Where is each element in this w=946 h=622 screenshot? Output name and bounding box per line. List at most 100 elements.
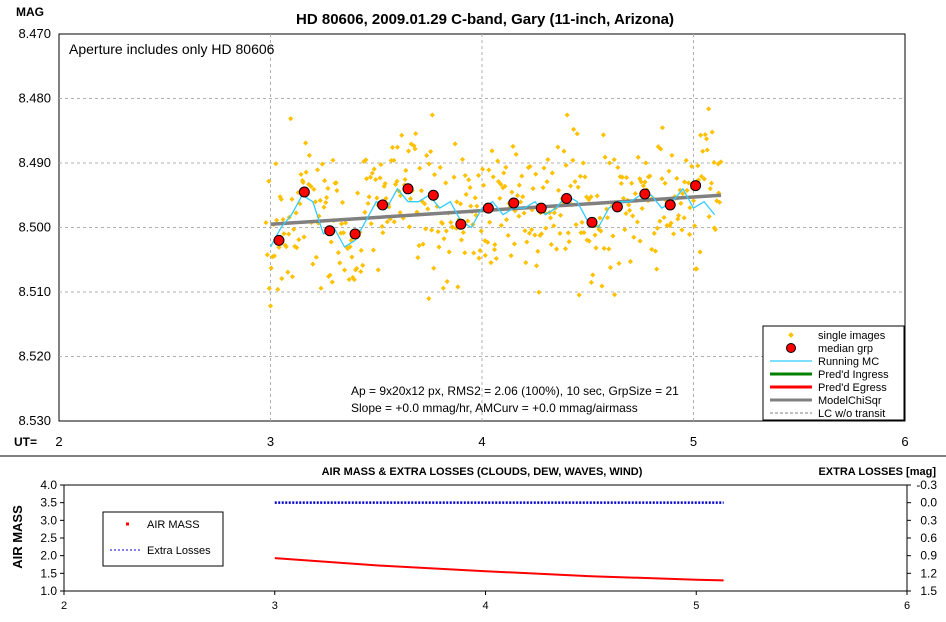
single-image-point	[274, 217, 280, 223]
airmass-tick-label: 1.0	[40, 584, 57, 598]
stats-note-line2: Slope = +0.0 mmag/hr, AMCurv = +0.0 mmag…	[351, 401, 638, 415]
single-image-point	[371, 166, 377, 172]
model-chisqr-series	[270, 193, 722, 227]
single-image-point	[360, 262, 366, 268]
single-image-point	[460, 229, 466, 235]
single-image-point	[477, 247, 483, 254]
single-image-point	[443, 228, 449, 234]
single-image-point	[493, 255, 499, 262]
single-image-point	[488, 260, 494, 266]
single-image-point	[317, 197, 323, 203]
legend-label: Pred'd Egress	[818, 382, 887, 394]
single-image-point	[694, 266, 700, 272]
median-grp-point	[482, 202, 494, 214]
median-grp-point	[455, 218, 467, 230]
single-image-point	[281, 231, 287, 237]
median-grp-point	[535, 202, 547, 214]
single-image-point	[341, 267, 348, 273]
single-image-point	[418, 188, 424, 194]
extra-losses-tick-label: 0.3	[920, 513, 937, 527]
single-image-point	[354, 265, 360, 272]
single-image-point	[367, 174, 374, 180]
single-image-point	[490, 174, 496, 180]
airmass-tick-labels: 4.0 3.5 3.0 2.5 2.0 1.5 1.0 -0.3 0.0 0.3 0.6 0.9 1.2…	[40, 478, 937, 612]
extra-losses-axis-label: EXTRA LOSSES [mag]	[818, 466, 936, 478]
single-image-point	[423, 226, 429, 232]
y-tick-label: 8.520	[18, 349, 51, 364]
y-tick-label: 8.530	[18, 413, 51, 428]
single-image-point	[422, 201, 428, 207]
single-image-point	[267, 303, 274, 309]
single-image-point	[330, 157, 336, 163]
single-image-point	[476, 255, 482, 261]
single-image-point	[286, 231, 292, 237]
single-image-point	[379, 223, 385, 230]
single-image-point	[502, 183, 508, 189]
y-tick-label: 8.500	[18, 220, 51, 235]
single-image-point	[279, 276, 285, 282]
main-chart-title: HD 80606, 2009.01.29 C-band, Gary (11-in…	[296, 11, 674, 28]
single-image-point	[413, 131, 419, 137]
legend-swatch-median-grp	[786, 343, 796, 353]
y-tick-label: 8.480	[18, 91, 51, 106]
single-image-point	[487, 219, 493, 225]
single-image-point	[557, 230, 563, 237]
single-image-point	[466, 177, 472, 183]
single-image-point	[363, 157, 369, 163]
extra-losses-tick-label: -0.3	[916, 478, 937, 492]
single-image-point	[708, 180, 715, 186]
single-image-point	[462, 250, 468, 256]
airmass-x-tick-label: 3	[272, 600, 278, 612]
extra-losses-tick-label: 0.9	[920, 549, 937, 563]
airmass-series	[274, 501, 724, 582]
single-image-point	[266, 285, 272, 291]
single-image-point	[505, 232, 511, 239]
single-image-point	[358, 269, 364, 275]
single-image-point	[311, 186, 317, 192]
airmass-tick-label: 1.5	[40, 566, 57, 580]
single-image-point	[516, 182, 522, 188]
airmass-axis-label: AIR MASS	[10, 505, 25, 569]
main-x-axis-label: UT=	[14, 435, 37, 449]
single-image-point	[380, 230, 386, 236]
median-grp-point	[611, 201, 623, 213]
single-image-point	[527, 163, 533, 170]
single-image-point	[482, 252, 488, 258]
single-image-point	[420, 241, 426, 247]
single-image-point	[459, 156, 466, 163]
legend-label: single images	[818, 330, 886, 342]
single-image-point	[266, 178, 272, 184]
single-image-point	[458, 237, 465, 243]
single-image-point	[606, 246, 612, 252]
single-image-point	[612, 292, 618, 298]
single-image-point	[497, 195, 503, 201]
single-image-point	[599, 283, 605, 289]
single-image-point	[415, 254, 421, 261]
single-image-point	[319, 161, 325, 167]
air-legend-label: AIR MASS	[147, 519, 200, 531]
airmass-tick-label: 4.0	[40, 478, 57, 492]
main-y-axis-label: MAG	[16, 5, 44, 19]
legend-label: LC w/o transit	[818, 408, 885, 420]
legend-label: Pred'd Ingress	[818, 369, 889, 381]
single-image-point	[440, 285, 446, 291]
single-image-point	[268, 265, 274, 271]
extra-losses-tick-label: 1.5	[920, 584, 937, 598]
single-image-point	[364, 176, 370, 182]
single-image-point	[303, 169, 309, 175]
median-grp-point	[324, 225, 336, 237]
single-image-point	[308, 183, 314, 189]
single-image-point	[375, 267, 381, 273]
single-image-point	[543, 225, 549, 231]
single-image-point	[577, 173, 583, 179]
single-image-point	[581, 230, 587, 236]
single-image-point	[324, 195, 330, 201]
single-image-point	[312, 199, 318, 205]
single-image-point	[555, 187, 562, 193]
median-grp-point	[377, 199, 389, 211]
airmass-tick-label: 2.0	[40, 549, 57, 563]
median-grp-point	[349, 228, 361, 240]
single-image-point	[424, 153, 430, 159]
single-image-point	[622, 226, 628, 233]
single-image-point	[524, 239, 530, 245]
